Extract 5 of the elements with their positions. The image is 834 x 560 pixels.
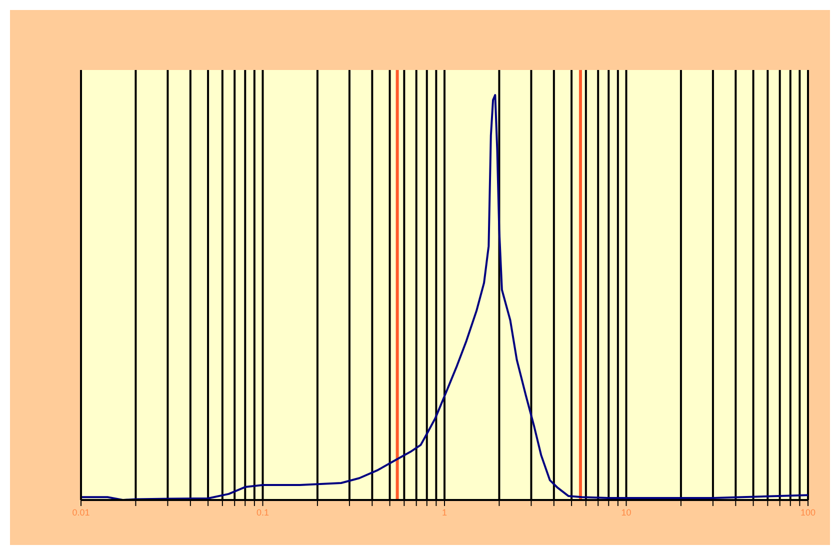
x-tick-label: 1 [442,507,448,518]
x-tick-label: 10 [621,507,632,518]
x-tick-label: 100 [800,507,816,518]
x-tick-label: 0.1 [256,507,270,518]
x-tick-label: 0.01 [72,507,90,518]
